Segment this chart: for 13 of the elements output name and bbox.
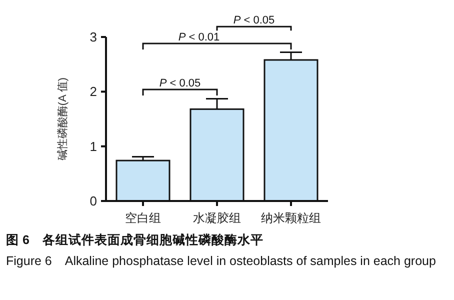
- y-tick-label: 3: [90, 30, 97, 44]
- annotation: P < 0.01: [178, 32, 220, 44]
- x-tick-label: 空白组: [125, 211, 161, 225]
- caption: 图 6 各组试件表面成骨细胞碱性磷酸酶水平: [6, 232, 264, 249]
- caption: Figure 6 Alkaline phosphatase level in osteoblasts of samples in each group: [6, 253, 437, 270]
- text: P < 0.05: [233, 14, 275, 27]
- y-tick-label: 0: [90, 194, 97, 208]
- annotation: P < 0.05: [159, 77, 201, 90]
- y-axis-title: 碱性磷酸酶(A 值): [56, 77, 69, 161]
- x-tick-label: 水凝胶组: [193, 211, 241, 225]
- y-tick-label: 1: [90, 138, 97, 154]
- y-tick-label: 2: [90, 84, 97, 100]
- x-tick-label: 纳米颗粒组: [261, 211, 321, 225]
